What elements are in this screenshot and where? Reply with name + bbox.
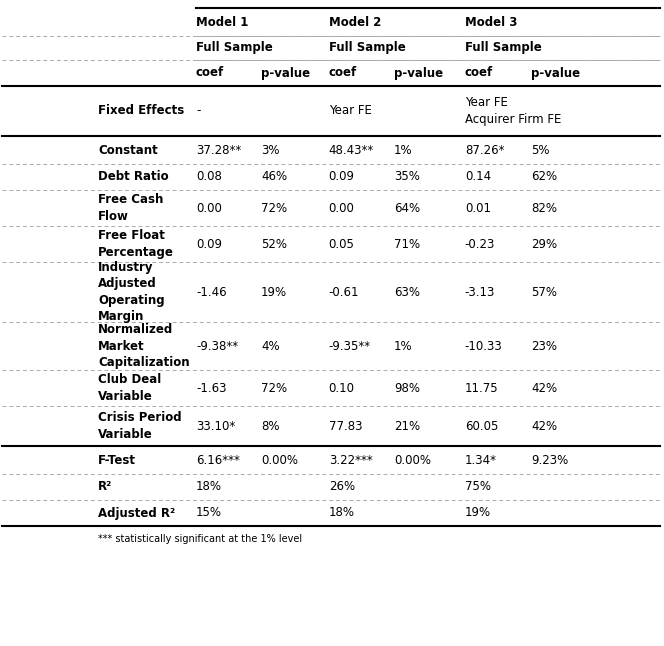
Text: 33.10*: 33.10* — [196, 419, 235, 433]
Text: Free Cash
Flow: Free Cash Flow — [98, 193, 163, 223]
Text: coef: coef — [329, 67, 357, 79]
Text: 62%: 62% — [531, 171, 557, 183]
Text: 9.23%: 9.23% — [531, 453, 568, 466]
Text: Debt Ratio: Debt Ratio — [98, 171, 169, 183]
Text: 42%: 42% — [531, 382, 557, 395]
Text: Normalized
Market
Capitalization: Normalized Market Capitalization — [98, 323, 190, 369]
Text: 0.08: 0.08 — [196, 171, 222, 183]
Text: 18%: 18% — [329, 506, 355, 519]
Text: 42%: 42% — [531, 419, 557, 433]
Text: 19%: 19% — [261, 286, 287, 298]
Text: 0.05: 0.05 — [329, 238, 355, 251]
Text: -9.38**: -9.38** — [196, 340, 238, 353]
Text: 0.00%: 0.00% — [261, 453, 298, 466]
Text: *** statistically significant at the 1% level: *** statistically significant at the 1% … — [98, 534, 302, 544]
Text: 0.00%: 0.00% — [394, 453, 431, 466]
Text: 26%: 26% — [329, 481, 355, 494]
Text: 0.09: 0.09 — [196, 238, 222, 251]
Text: 0.10: 0.10 — [329, 382, 355, 395]
Text: 23%: 23% — [531, 340, 557, 353]
Text: Full Sample: Full Sample — [465, 41, 542, 54]
Text: 4%: 4% — [261, 340, 280, 353]
Text: Industry
Adjusted
Operating
Margin: Industry Adjusted Operating Margin — [98, 261, 165, 323]
Text: 3.22***: 3.22*** — [329, 453, 373, 466]
Text: p-value: p-value — [394, 67, 443, 79]
Text: Club Deal
Variable: Club Deal Variable — [98, 373, 161, 402]
Text: Adjusted R²: Adjusted R² — [98, 506, 175, 519]
Text: 64%: 64% — [394, 202, 420, 214]
Text: F-Test: F-Test — [98, 453, 136, 466]
Text: -3.13: -3.13 — [465, 286, 495, 298]
Text: 71%: 71% — [394, 238, 420, 251]
Text: 87.26*: 87.26* — [465, 143, 504, 156]
Text: 46%: 46% — [261, 171, 287, 183]
Text: 60.05: 60.05 — [465, 419, 498, 433]
Text: 1%: 1% — [394, 143, 412, 156]
Text: -0.23: -0.23 — [465, 238, 495, 251]
Text: 0.14: 0.14 — [465, 171, 491, 183]
Text: Full Sample: Full Sample — [196, 41, 273, 54]
Text: p-value: p-value — [531, 67, 580, 79]
Text: 6.16***: 6.16*** — [196, 453, 240, 466]
Text: 3%: 3% — [261, 143, 280, 156]
Text: 63%: 63% — [394, 286, 420, 298]
Text: 52%: 52% — [261, 238, 287, 251]
Text: Full Sample: Full Sample — [329, 41, 406, 54]
Text: 11.75: 11.75 — [465, 382, 499, 395]
Text: 0.09: 0.09 — [329, 171, 355, 183]
Text: -1.46: -1.46 — [196, 286, 226, 298]
Text: 29%: 29% — [531, 238, 557, 251]
Text: -9.35**: -9.35** — [329, 340, 371, 353]
Text: 0.00: 0.00 — [329, 202, 355, 214]
Text: Fixed Effects: Fixed Effects — [98, 105, 185, 118]
Text: Model 1: Model 1 — [196, 16, 248, 28]
Text: 98%: 98% — [394, 382, 420, 395]
Text: 75%: 75% — [465, 481, 491, 494]
Text: 0.00: 0.00 — [196, 202, 222, 214]
Text: coef: coef — [196, 67, 224, 79]
Text: 37.28**: 37.28** — [196, 143, 241, 156]
Text: 1.34*: 1.34* — [465, 453, 497, 466]
Text: 8%: 8% — [261, 419, 280, 433]
Text: 48.43**: 48.43** — [329, 143, 374, 156]
Text: Year FE
Acquirer Firm FE: Year FE Acquirer Firm FE — [465, 96, 561, 126]
Text: 72%: 72% — [261, 382, 287, 395]
Text: -: - — [196, 105, 201, 118]
Text: 19%: 19% — [465, 506, 491, 519]
Text: 15%: 15% — [196, 506, 222, 519]
Text: 1%: 1% — [394, 340, 412, 353]
Text: Free Float
Percentage: Free Float Percentage — [98, 229, 174, 259]
Text: 77.83: 77.83 — [329, 419, 362, 433]
Text: -0.61: -0.61 — [329, 286, 359, 298]
Text: 35%: 35% — [394, 171, 420, 183]
Text: R²: R² — [98, 481, 112, 494]
Text: 57%: 57% — [531, 286, 557, 298]
Text: 82%: 82% — [531, 202, 557, 214]
Text: Year FE: Year FE — [329, 105, 372, 118]
Text: Constant: Constant — [98, 143, 158, 156]
Text: coef: coef — [465, 67, 493, 79]
Text: 0.01: 0.01 — [465, 202, 491, 214]
Text: 21%: 21% — [394, 419, 420, 433]
Text: p-value: p-value — [261, 67, 310, 79]
Text: 18%: 18% — [196, 481, 222, 494]
Text: -10.33: -10.33 — [465, 340, 503, 353]
Text: Model 2: Model 2 — [329, 16, 381, 28]
Text: Model 3: Model 3 — [465, 16, 517, 28]
Text: 5%: 5% — [531, 143, 550, 156]
Text: 72%: 72% — [261, 202, 287, 214]
Text: Crisis Period
Variable: Crisis Period Variable — [98, 412, 182, 441]
Text: -1.63: -1.63 — [196, 382, 226, 395]
